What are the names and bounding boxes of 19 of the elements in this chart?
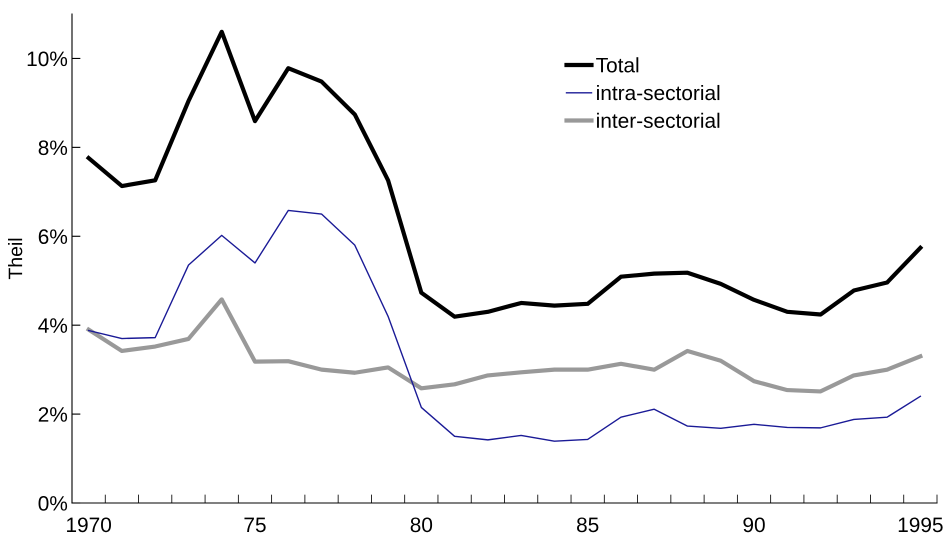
x-tick-label: 90 (743, 517, 765, 532)
y-tick-label: 10% (28, 51, 68, 66)
x-tick-label: 85 (576, 517, 598, 532)
x-tick-label: 80 (410, 517, 432, 532)
line-series (86, 297, 922, 394)
y-axis-title: Theil (8, 238, 22, 280)
x-tick-label: 1970 (67, 517, 111, 532)
y-tick-label: 4% (38, 318, 68, 333)
x-tick-label: 1995 (898, 517, 943, 532)
y-tick-label: 0% (38, 496, 68, 511)
y-tick-label: 2% (38, 407, 68, 422)
line-series (86, 30, 922, 319)
y-tick-label: 8% (38, 140, 68, 156)
legend-label: Total (596, 57, 638, 73)
legend-label: intra-sectorial (597, 84, 720, 100)
y-tick-label: 6% (38, 229, 68, 244)
x-tick-label: 75 (244, 518, 266, 532)
line-series (88, 210, 922, 442)
legend-label: inter-sectorial (597, 112, 720, 128)
